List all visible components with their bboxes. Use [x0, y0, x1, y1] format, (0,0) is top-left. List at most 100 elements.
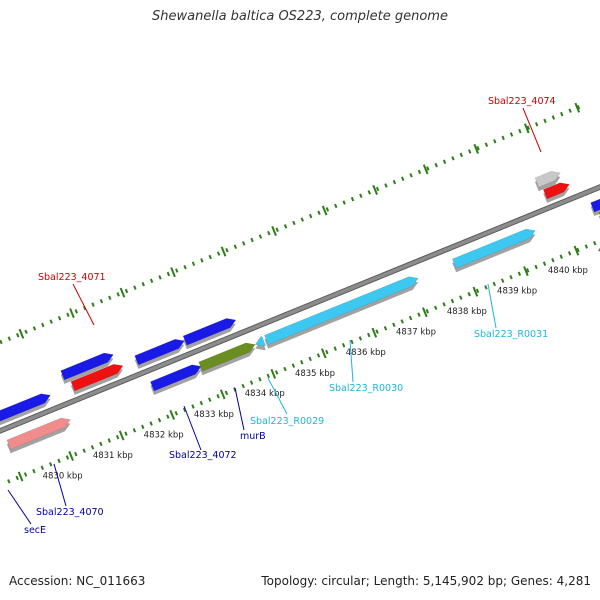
minor-tick — [316, 353, 321, 358]
minor-tick — [166, 414, 170, 419]
major-tick — [17, 471, 24, 482]
major-tick — [523, 266, 529, 277]
minor-tick — [249, 380, 254, 385]
minor-tick — [308, 356, 312, 362]
minor-tick — [133, 285, 137, 290]
f-blue-4070 — [0, 393, 51, 422]
minor-tick — [166, 271, 171, 277]
f-blue-right — [590, 198, 600, 213]
minor-tick — [158, 275, 162, 280]
minor-tick — [274, 370, 279, 375]
minor-tick — [124, 288, 129, 294]
feature-labels: Sbal223_4074 Sbal223_4071 Sbal223_R0031 Sba… — [7, 96, 556, 536]
major-tick — [422, 307, 428, 318]
minor-tick — [65, 455, 70, 460]
lbl-4070-leader — [53, 463, 67, 507]
lbl-R0030-leader — [349, 339, 354, 383]
minor-tick — [115, 434, 120, 440]
major-tick — [271, 226, 277, 237]
minor-tick — [426, 166, 430, 171]
minor-tick — [108, 295, 112, 301]
tick-rings: 4830 kbp 4831 kbp 4832 kbp 4833 kbp 4834 kbp… — [0, 102, 600, 484]
minor-tick — [375, 186, 380, 192]
lbl-R0031-leader — [487, 283, 497, 329]
minor-tick — [383, 326, 388, 331]
minor-tick — [275, 227, 279, 232]
f-green-murB — [198, 342, 256, 372]
tick-label: 4836 kbp — [346, 348, 386, 358]
accession-text: Accession: NC_011663 — [9, 574, 146, 588]
minor-tick — [57, 315, 62, 321]
minor-tick — [468, 149, 472, 154]
minor-tick — [208, 254, 212, 260]
minor-tick — [325, 349, 329, 355]
major-tick — [320, 348, 327, 359]
tick-label: 4831 kbp — [93, 451, 133, 461]
minor-tick — [141, 281, 145, 287]
minor-tick — [7, 479, 11, 484]
minor-tick — [593, 240, 597, 246]
minor-tick — [401, 176, 405, 181]
minor-tick — [283, 366, 287, 372]
major-tick — [170, 267, 176, 278]
minor-tick — [450, 298, 455, 304]
tick-label: 4841 kbp — [598, 246, 600, 256]
minor-tick — [434, 162, 438, 168]
minor-tick — [576, 105, 581, 110]
minor-tick — [542, 261, 547, 266]
f-blue-4071 — [60, 352, 114, 381]
minor-tick — [191, 404, 195, 409]
minor-tick — [517, 271, 522, 277]
minor-tick — [459, 295, 463, 300]
feature-tracks — [0, 171, 600, 454]
major-tick — [119, 287, 126, 298]
lbl-R0029: Sbal223_R0029 — [250, 416, 324, 427]
major-tick — [321, 205, 328, 216]
minor-tick — [400, 319, 404, 324]
minor-tick — [57, 458, 61, 464]
minor-tick — [543, 118, 547, 124]
minor-tick — [292, 220, 296, 226]
minor-tick — [325, 207, 330, 212]
minor-tick — [32, 326, 37, 331]
minor-tick — [358, 336, 363, 341]
minor-tick — [392, 322, 396, 328]
minor-tick — [534, 122, 539, 127]
lbl-4071-leader — [72, 283, 95, 326]
minor-tick — [484, 285, 488, 290]
f-red-4071 — [70, 363, 124, 392]
minor-tick — [518, 128, 522, 134]
backbone-line — [0, 185, 600, 433]
minor-tick — [283, 224, 288, 229]
minor-tick — [258, 377, 262, 382]
minor-tick — [191, 261, 196, 267]
minor-tick — [367, 190, 371, 195]
minor-tick — [208, 397, 212, 402]
minor-tick — [23, 472, 28, 477]
major-tick — [371, 327, 378, 338]
lbl-4070: Sbal223_4070 — [36, 507, 104, 518]
minor-tick — [32, 468, 36, 474]
lbl-R0029-leader — [267, 377, 288, 415]
minor-tick — [175, 268, 179, 273]
minor-tick — [392, 179, 397, 185]
minor-tick — [567, 251, 572, 256]
minor-tick — [317, 210, 321, 215]
minor-tick — [509, 274, 513, 280]
minor-tick — [308, 213, 313, 219]
minor-tick — [49, 319, 53, 324]
tick-label: 4832 kbp — [144, 430, 184, 440]
minor-tick — [467, 291, 471, 297]
minor-tick — [0, 339, 3, 345]
minor-tick — [551, 115, 556, 120]
minor-tick — [484, 142, 489, 147]
tick-label: 4839 kbp — [497, 287, 537, 297]
minor-tick — [216, 251, 221, 256]
lbl-4074: Sbal223_4074 — [488, 96, 556, 107]
major-tick — [573, 245, 580, 256]
minor-tick — [82, 448, 86, 453]
minor-tick — [200, 258, 204, 263]
lbl-R0031: Sbal223_R0031 — [474, 329, 548, 340]
major-tick — [219, 389, 226, 400]
